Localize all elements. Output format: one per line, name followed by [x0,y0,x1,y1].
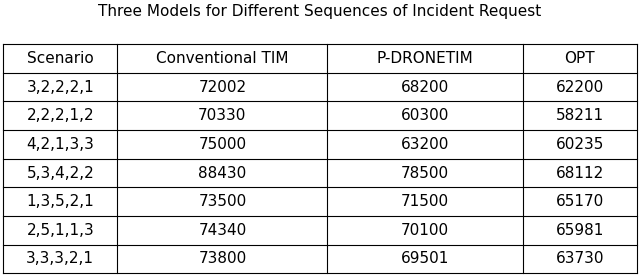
Text: OPT: OPT [564,51,595,66]
Text: Three Models for Different Sequences of Incident Request: Three Models for Different Sequences of … [99,4,541,19]
Text: 62200: 62200 [556,79,604,95]
Text: Conventional TIM: Conventional TIM [156,51,289,66]
Text: 4,2,1,3,3: 4,2,1,3,3 [26,137,94,152]
Text: 63730: 63730 [556,251,604,266]
Text: 60300: 60300 [401,108,449,123]
Text: 73800: 73800 [198,251,246,266]
Text: 74340: 74340 [198,223,246,238]
Text: 78500: 78500 [401,166,449,181]
Text: 1,3,5,2,1: 1,3,5,2,1 [26,194,94,209]
Text: 71500: 71500 [401,194,449,209]
Text: 3,2,2,2,1: 3,2,2,2,1 [26,79,94,95]
Text: 2,5,1,1,3: 2,5,1,1,3 [26,223,94,238]
Text: 68112: 68112 [556,166,604,181]
Text: 73500: 73500 [198,194,246,209]
Text: 63200: 63200 [401,137,449,152]
Text: 68200: 68200 [401,79,449,95]
Text: 65170: 65170 [556,194,604,209]
Text: 60235: 60235 [556,137,604,152]
Text: 70100: 70100 [401,223,449,238]
Text: 72002: 72002 [198,79,246,95]
Text: 75000: 75000 [198,137,246,152]
Text: Scenario: Scenario [27,51,93,66]
Text: 2,2,2,1,2: 2,2,2,1,2 [26,108,94,123]
Text: 3,3,3,2,1: 3,3,3,2,1 [26,251,94,266]
Text: P-DRONETIM: P-DRONETIM [376,51,474,66]
Text: 65981: 65981 [556,223,604,238]
Text: 70330: 70330 [198,108,246,123]
Text: 88430: 88430 [198,166,246,181]
Text: 5,3,4,2,2: 5,3,4,2,2 [26,166,94,181]
Text: 69501: 69501 [401,251,449,266]
Text: 58211: 58211 [556,108,604,123]
